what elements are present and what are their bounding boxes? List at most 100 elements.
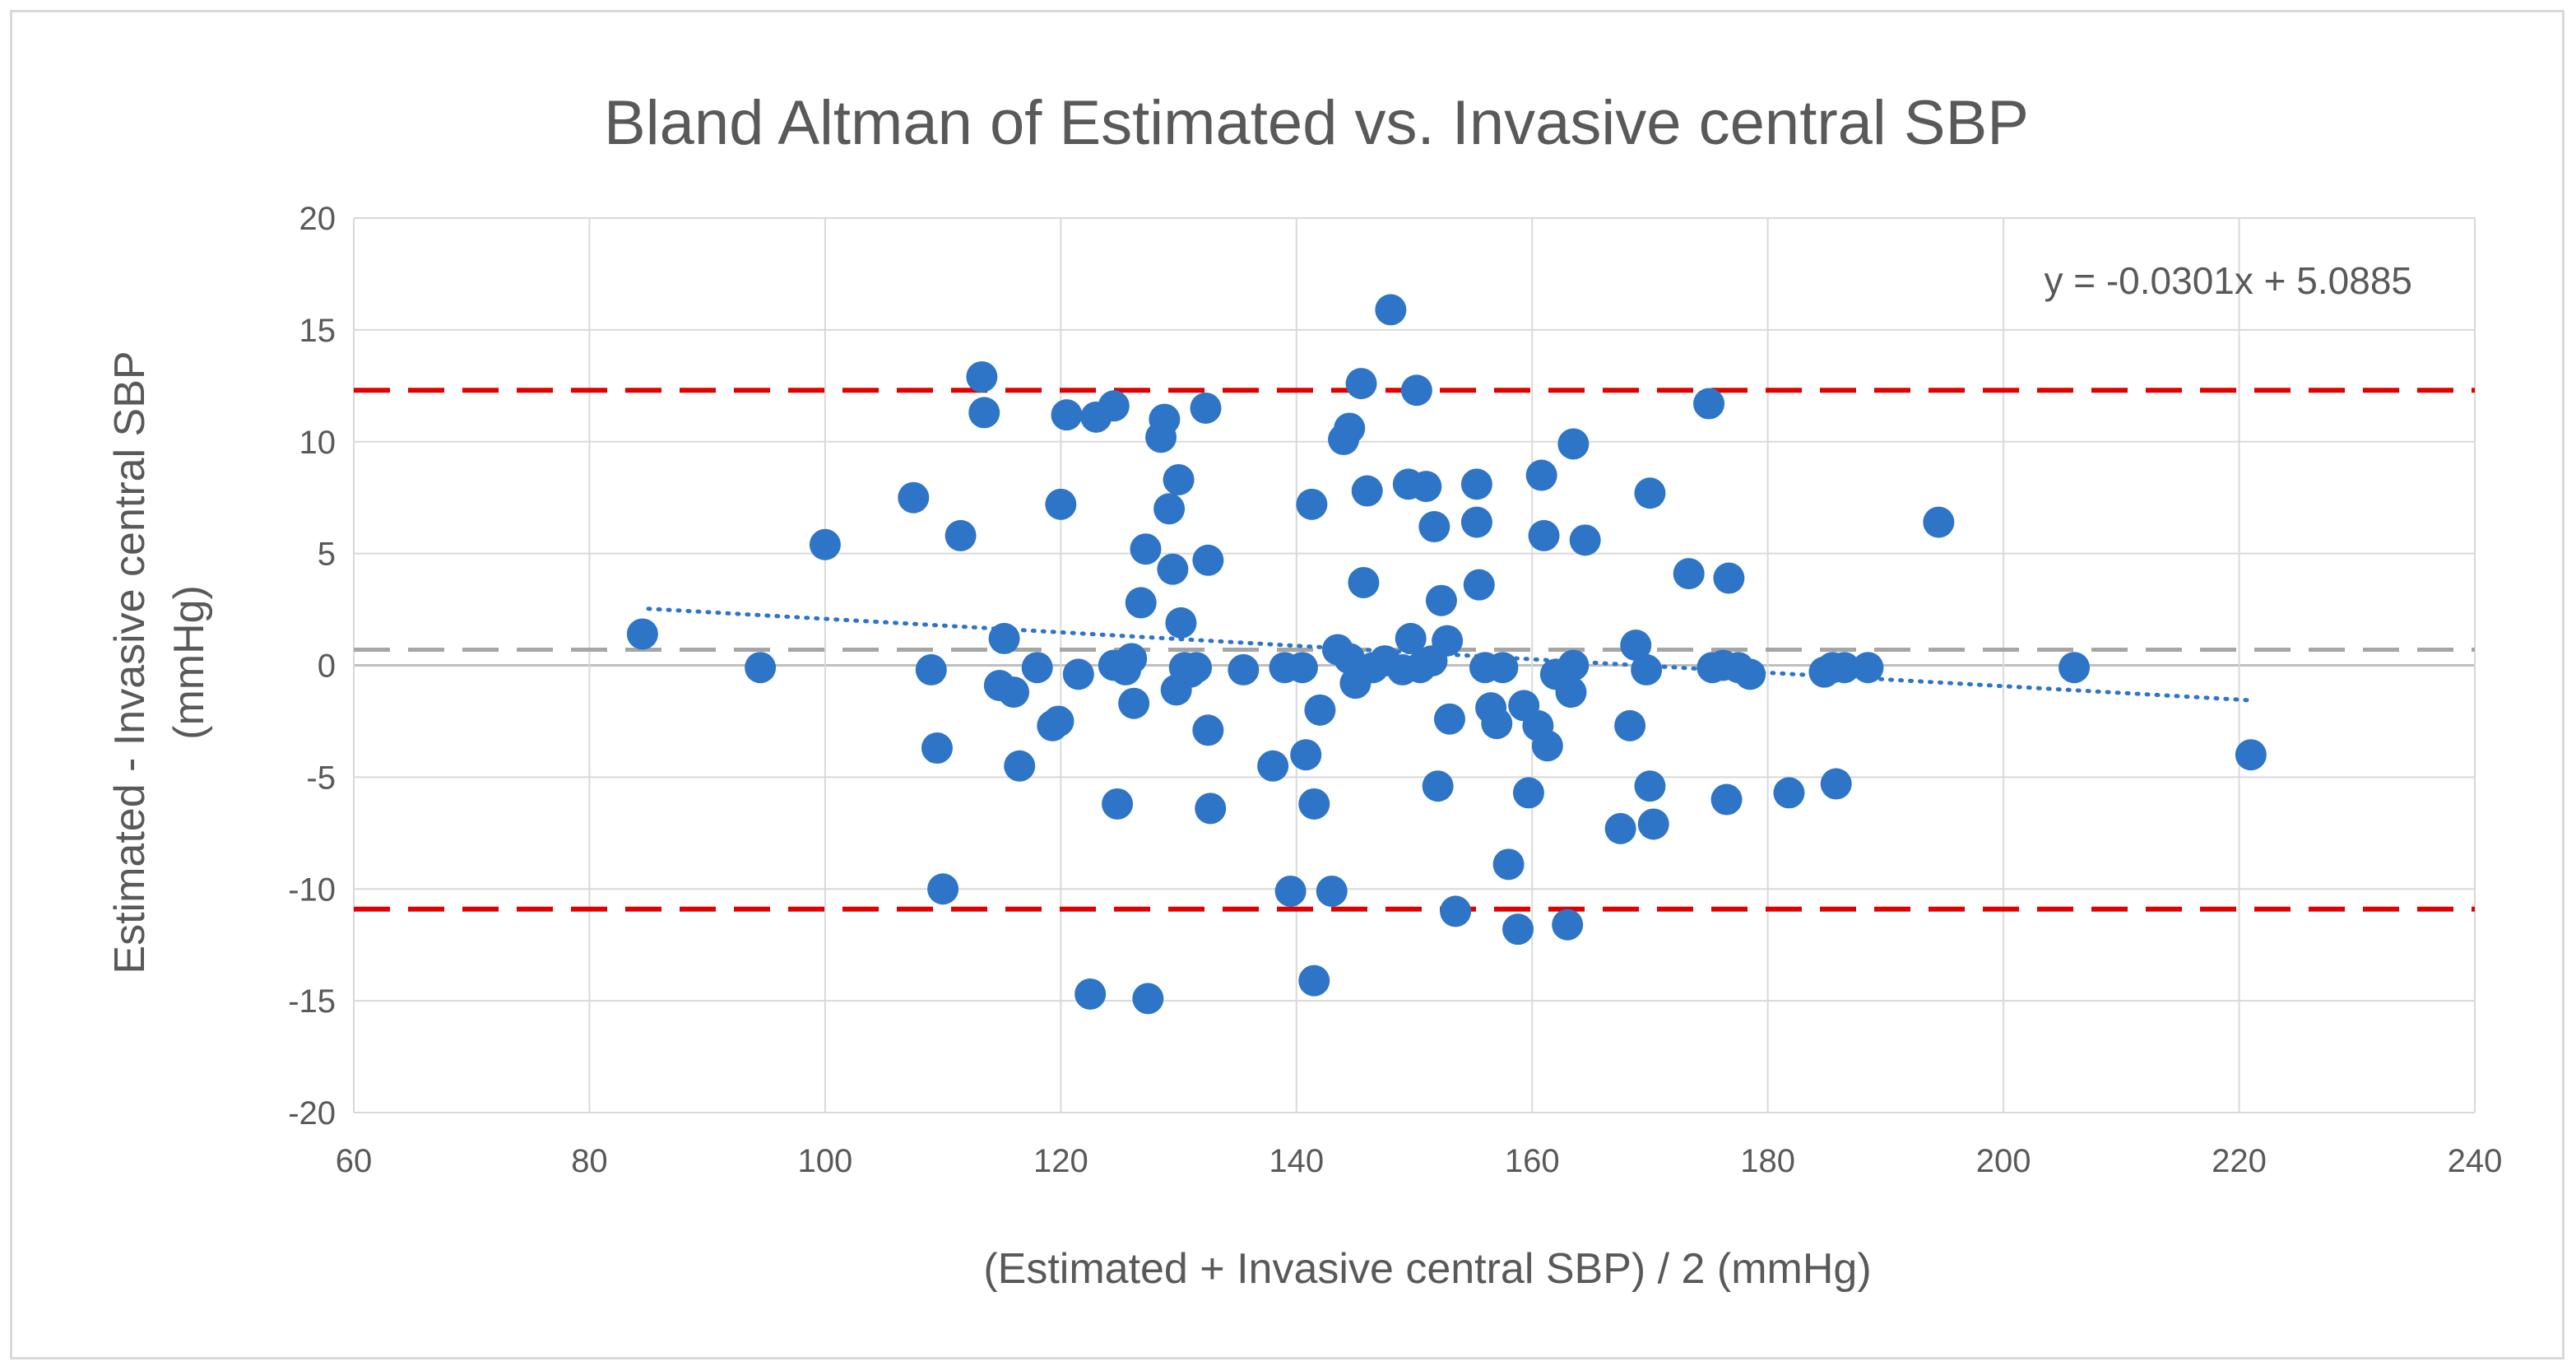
data-point: [1125, 587, 1157, 619]
data-point: [1192, 714, 1224, 746]
data-point: [1257, 750, 1289, 782]
data-point: [809, 528, 841, 560]
data-point: [1569, 524, 1601, 556]
x-tick-label: 220: [2212, 1143, 2267, 1179]
data-point: [1637, 808, 1669, 840]
data-point: [1395, 622, 1427, 654]
data-point: [1181, 652, 1213, 684]
data-point: [1460, 506, 1492, 538]
data-point: [1634, 770, 1666, 802]
data-point: [745, 652, 777, 684]
data-point: [945, 519, 977, 551]
data-point: [1286, 652, 1318, 684]
data-point: [1118, 687, 1150, 719]
y-tick-label: -10: [288, 871, 336, 908]
data-point: [1693, 388, 1725, 420]
y-axis-label-line2: (mmHg): [165, 585, 213, 740]
data-point: [1400, 374, 1432, 407]
data-point: [1502, 913, 1534, 946]
data-point: [1051, 399, 1083, 431]
trendline: [646, 606, 2253, 703]
data-point: [1375, 294, 1407, 326]
data-point: [1432, 625, 1464, 657]
data-point: [1334, 412, 1366, 444]
data-point: [1190, 392, 1222, 424]
data-point: [1021, 652, 1053, 684]
data-point: [1102, 788, 1134, 820]
data-point: [1512, 777, 1544, 809]
data-point: [1130, 533, 1162, 565]
data-point: [1634, 477, 1666, 509]
data-point: [921, 732, 953, 765]
data-point: [1165, 606, 1197, 639]
y-axis-label: Estimated - Invasive central SBP (mmHg): [106, 351, 213, 974]
data-point: [1418, 511, 1450, 543]
x-tick-label: 180: [1740, 1143, 1795, 1179]
data-point: [1298, 964, 1330, 997]
x-tick-label: 160: [1505, 1143, 1560, 1179]
data-point: [1074, 978, 1107, 1010]
data-point: [1525, 459, 1557, 491]
data-point: [1348, 566, 1380, 598]
data-point: [1433, 703, 1465, 735]
data-point: [2058, 652, 2091, 684]
y-tick-label: 10: [299, 425, 337, 461]
data-point: [1410, 471, 1442, 503]
data-point: [1631, 653, 1663, 686]
data-point: [1157, 553, 1189, 585]
y-axis-ticks: -20 -15 -10 -5 0 5 10 15 20: [288, 201, 336, 1132]
data-point: [1734, 658, 1766, 690]
x-axis-ticks: 60 80 100 120 140 160 180 200 220 240: [336, 1143, 2503, 1179]
data-point: [1713, 562, 1745, 594]
data-point: [1290, 739, 1322, 771]
data-point: [1620, 630, 1652, 662]
y-tick-label: 20: [299, 201, 337, 237]
data-point: [626, 618, 658, 650]
data-point: [1531, 730, 1563, 762]
data-point: [1425, 584, 1457, 616]
x-tick-label: 100: [798, 1143, 853, 1179]
data-point: [1923, 506, 1955, 538]
data-point: [1487, 652, 1519, 684]
data-point: [1116, 643, 1148, 675]
x-tick-label: 200: [1976, 1143, 2031, 1179]
trendline-layer: [646, 606, 2253, 703]
data-point: [1345, 368, 1377, 400]
data-point: [1132, 983, 1164, 1015]
data-point: [1710, 783, 1743, 816]
data-point: [1463, 569, 1495, 601]
x-tick-label: 240: [2448, 1143, 2503, 1179]
data-point: [1492, 848, 1525, 881]
data-point: [927, 873, 959, 905]
data-point: [1062, 658, 1094, 690]
data-point: [1195, 792, 1227, 825]
y-tick-label: 15: [299, 313, 337, 349]
data-point: [1614, 709, 1646, 741]
data-point: [1528, 519, 1560, 551]
y-axis-label-line1: Estimated - Invasive central SBP: [106, 351, 154, 974]
data-point: [968, 397, 1000, 429]
chart-frame: Bland Altman of Estimated vs. Invasive c…: [10, 10, 2564, 1359]
data-point: [1440, 895, 1472, 927]
data-point: [1604, 812, 1636, 844]
data-point: [1852, 652, 1884, 684]
data-point: [1274, 875, 1307, 907]
data-point: [1316, 875, 1348, 907]
data-point: [1557, 428, 1590, 460]
data-point: [1228, 653, 1260, 686]
x-tick-label: 140: [1269, 1143, 1324, 1179]
data-point: [1304, 694, 1336, 726]
data-point: [1828, 652, 1860, 684]
y-tick-label: -15: [288, 983, 336, 1020]
y-tick-label: 0: [318, 648, 336, 685]
data-points: [626, 294, 2267, 1015]
x-tick-label: 80: [571, 1143, 608, 1179]
data-point: [1673, 558, 1705, 590]
data-point: [1192, 544, 1224, 576]
data-point: [1153, 493, 1186, 525]
data-point: [1481, 708, 1513, 740]
data-point: [2235, 739, 2267, 771]
y-tick-label: -5: [306, 760, 336, 796]
data-point: [1557, 649, 1590, 681]
chart-title: Bland Altman of Estimated vs. Invasive c…: [604, 88, 2029, 158]
